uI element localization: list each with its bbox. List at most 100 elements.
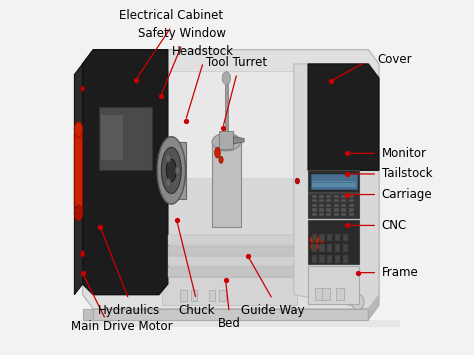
Bar xyxy=(334,195,339,198)
Ellipse shape xyxy=(316,244,319,250)
Polygon shape xyxy=(219,131,234,149)
Bar xyxy=(311,199,317,202)
Text: Safety Window: Safety Window xyxy=(138,27,226,40)
Bar xyxy=(319,208,324,212)
Polygon shape xyxy=(294,64,379,309)
Polygon shape xyxy=(163,277,297,305)
Polygon shape xyxy=(368,295,379,320)
Bar xyxy=(327,208,331,212)
Bar xyxy=(327,204,331,207)
Polygon shape xyxy=(74,64,82,295)
Text: CNC: CNC xyxy=(382,219,407,232)
Polygon shape xyxy=(308,220,359,264)
Bar xyxy=(335,255,340,263)
Bar xyxy=(219,290,226,301)
Ellipse shape xyxy=(315,236,319,243)
Polygon shape xyxy=(212,142,240,227)
Bar xyxy=(337,288,344,300)
Bar xyxy=(335,244,340,252)
Bar xyxy=(341,199,346,202)
Bar xyxy=(319,195,324,198)
Polygon shape xyxy=(168,246,294,256)
Ellipse shape xyxy=(351,294,364,310)
Polygon shape xyxy=(74,128,82,213)
Bar xyxy=(343,244,348,252)
Bar xyxy=(311,195,317,198)
Bar xyxy=(327,213,331,216)
Text: Hydraulics: Hydraulics xyxy=(98,304,160,317)
Polygon shape xyxy=(93,309,368,320)
Bar xyxy=(334,199,339,202)
Text: Bed: Bed xyxy=(218,317,241,330)
Bar xyxy=(349,195,354,198)
Bar xyxy=(322,288,330,300)
Polygon shape xyxy=(225,78,228,142)
Ellipse shape xyxy=(310,244,314,250)
Ellipse shape xyxy=(165,154,171,162)
Bar xyxy=(319,234,325,241)
Bar xyxy=(334,213,339,216)
Text: Carriage: Carriage xyxy=(382,188,432,201)
Text: Electrical Cabinet: Electrical Cabinet xyxy=(119,9,223,22)
Text: Cover: Cover xyxy=(377,53,412,66)
Bar xyxy=(334,208,339,212)
Bar xyxy=(334,204,339,207)
Ellipse shape xyxy=(310,236,314,243)
Text: Guide Way: Guide Way xyxy=(241,304,304,317)
Bar xyxy=(343,234,348,241)
Polygon shape xyxy=(82,50,379,309)
Ellipse shape xyxy=(157,137,185,204)
Bar xyxy=(327,195,331,198)
Polygon shape xyxy=(311,181,356,182)
Ellipse shape xyxy=(165,179,171,187)
Polygon shape xyxy=(168,256,294,266)
Ellipse shape xyxy=(219,156,223,163)
Polygon shape xyxy=(168,71,294,284)
Bar xyxy=(319,244,325,252)
Bar xyxy=(311,204,317,207)
Bar xyxy=(349,208,354,212)
Bar xyxy=(319,255,325,263)
Polygon shape xyxy=(308,170,359,192)
Bar xyxy=(341,208,346,212)
Polygon shape xyxy=(308,266,359,304)
Ellipse shape xyxy=(212,133,240,151)
Polygon shape xyxy=(73,320,401,327)
Bar xyxy=(341,195,346,198)
Bar xyxy=(319,199,324,202)
Ellipse shape xyxy=(295,178,300,184)
Text: Headstock: Headstock xyxy=(172,44,234,58)
Bar xyxy=(341,204,346,207)
Bar xyxy=(319,213,324,216)
Bar xyxy=(315,288,323,300)
Bar xyxy=(311,213,317,216)
Bar xyxy=(311,255,317,263)
Bar xyxy=(327,255,332,263)
Bar xyxy=(319,204,324,207)
Bar xyxy=(311,244,317,252)
Ellipse shape xyxy=(175,166,180,175)
Bar xyxy=(327,234,332,241)
Text: Chuck: Chuck xyxy=(178,304,214,317)
Polygon shape xyxy=(234,137,244,144)
Text: Main Drive Motor: Main Drive Motor xyxy=(71,320,173,333)
Bar xyxy=(335,234,340,241)
Bar xyxy=(180,290,187,301)
Ellipse shape xyxy=(320,244,324,250)
Polygon shape xyxy=(308,64,379,170)
Bar xyxy=(311,208,317,212)
Polygon shape xyxy=(168,235,294,245)
Ellipse shape xyxy=(81,86,84,92)
Bar xyxy=(349,199,354,202)
Polygon shape xyxy=(99,106,152,170)
Polygon shape xyxy=(311,185,356,187)
Bar xyxy=(191,290,197,301)
Ellipse shape xyxy=(161,147,181,193)
Polygon shape xyxy=(82,50,168,295)
Bar xyxy=(349,213,354,216)
Bar xyxy=(311,234,317,241)
Polygon shape xyxy=(100,114,123,160)
Polygon shape xyxy=(311,174,356,189)
Ellipse shape xyxy=(74,205,83,221)
Bar xyxy=(349,204,354,207)
